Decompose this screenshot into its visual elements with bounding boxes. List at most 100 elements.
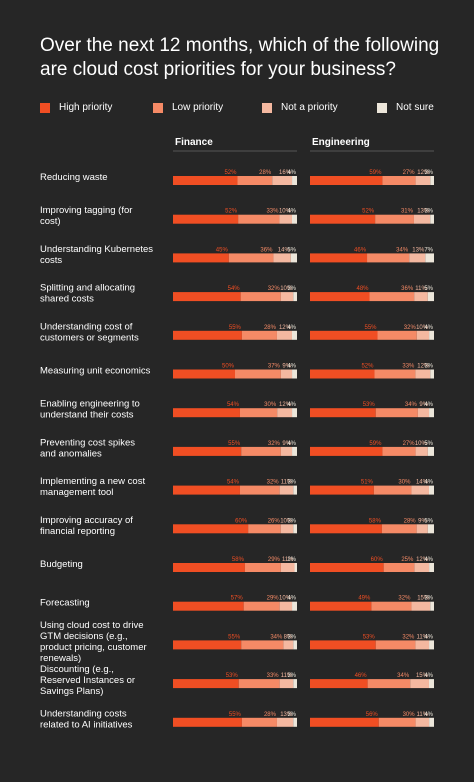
data-label-engineering: 4% — [424, 712, 433, 718]
data-label-engineering: 5% — [424, 286, 433, 292]
data-label-engineering: 9% — [418, 518, 427, 524]
data-label-finance: 2% — [287, 557, 296, 563]
data-label-finance: 9% — [282, 364, 291, 370]
bar-segment-engineering-high-priority — [310, 446, 383, 456]
data-label-engineering: 32% — [402, 634, 415, 640]
bar-segment-finance-not-sure — [292, 176, 297, 185]
bar-segment-finance-high-priority — [173, 369, 235, 379]
data-label-finance: 5% — [287, 247, 296, 253]
data-label-finance: 12% — [279, 325, 292, 331]
data-label-finance: 8% — [284, 634, 293, 640]
data-label-finance: 55% — [228, 441, 241, 447]
data-label-finance: 29% — [267, 596, 280, 602]
data-label-finance: 52% — [225, 209, 238, 215]
data-label-finance: 3% — [287, 286, 296, 292]
bar-segment-finance-not-sure — [290, 253, 297, 263]
bar-segment-finance-high-priority — [173, 214, 239, 224]
bar-segment-engineering-not-sure — [430, 214, 434, 224]
data-label-engineering: 48% — [357, 286, 370, 292]
column-header-finance: Finance — [175, 137, 213, 148]
bar-segment-finance-low-priority — [238, 679, 280, 689]
bar-segment-finance-low-priority — [241, 640, 284, 650]
bar-segment-engineering-not-a-priority — [414, 292, 428, 302]
legend-swatch-low-priority — [153, 103, 163, 113]
bar-segment-engineering-not-sure — [430, 601, 434, 611]
legend-label-not-sure: Not sure — [396, 102, 434, 113]
data-label-engineering: 51% — [361, 480, 374, 486]
bar-segment-finance-not-sure — [293, 679, 297, 689]
data-label-engineering: 4% — [424, 673, 433, 679]
data-label-finance: 10% — [279, 596, 292, 602]
bar-segment-finance-not-a-priority — [276, 330, 292, 340]
bar-segment-engineering-not-a-priority — [415, 176, 431, 185]
data-label-finance: 11% — [281, 480, 293, 486]
bar-segment-finance-low-priority — [239, 485, 280, 495]
bar-segment-finance-not-a-priority — [279, 214, 292, 224]
data-label-finance: 55% — [228, 634, 241, 640]
bar-segment-engineering-not-sure — [429, 563, 434, 572]
data-label-engineering: 4% — [424, 402, 433, 408]
bar-segment-engineering-not-a-priority — [410, 679, 429, 689]
data-label-engineering: 52% — [361, 364, 374, 370]
data-label-finance: 4% — [287, 596, 296, 602]
bar-segment-finance-low-priority — [241, 446, 281, 456]
data-label-finance: 28% — [264, 712, 277, 718]
row-label: Reducing waste — [40, 172, 108, 183]
legend: High priority Low priority Not a priorit… — [40, 102, 460, 118]
bar-segment-engineering-low-priority — [375, 214, 414, 224]
bar-segment-finance-low-priority — [237, 176, 273, 185]
data-label-engineering: 7% — [424, 247, 433, 253]
bar-segment-engineering-not-a-priority — [415, 446, 428, 456]
data-label-engineering: 49% — [358, 596, 371, 602]
data-label-engineering: 34% — [405, 402, 418, 408]
bar-segment-engineering-high-priority — [310, 640, 376, 650]
bar-segment-engineering-high-priority — [310, 601, 372, 611]
data-label-finance: 32% — [267, 480, 280, 486]
data-label-engineering: 53% — [363, 402, 376, 408]
bar-segment-finance-not-a-priority — [280, 524, 294, 534]
bar-segment-engineering-not-a-priority — [413, 214, 431, 224]
bar-segment-finance-high-priority — [173, 446, 242, 456]
bar-segment-finance-not-a-priority — [280, 563, 295, 572]
bar-segment-finance-low-priority — [248, 524, 281, 534]
data-label-finance: 10% — [280, 286, 293, 292]
data-label-finance: 57% — [231, 596, 244, 602]
bar-segment-finance-not-sure — [293, 485, 297, 495]
data-label-finance: 4% — [287, 364, 296, 370]
row-label: Splitting and allocating shared costs — [40, 283, 135, 305]
data-label-finance: 58% — [232, 557, 245, 563]
legend-label-high-priority: High priority — [59, 102, 113, 113]
data-label-engineering: 10% — [415, 441, 428, 447]
bar-segment-engineering-not-a-priority — [414, 563, 430, 572]
bar-segment-finance-not-sure — [292, 408, 297, 418]
data-label-engineering: 46% — [354, 247, 367, 253]
bar-segment-engineering-high-priority — [310, 176, 383, 185]
data-label-engineering: 33% — [402, 364, 415, 370]
bar-segment-engineering-high-priority — [310, 214, 376, 224]
data-label-finance: 60% — [235, 518, 248, 524]
data-label-finance: 4% — [287, 209, 296, 215]
row-label: Budgeting — [40, 559, 83, 570]
data-label-engineering: 53% — [363, 634, 376, 640]
data-label-finance: 11% — [281, 673, 293, 679]
data-label-finance: 36% — [260, 247, 273, 253]
bar-segment-engineering-high-priority — [310, 717, 379, 727]
data-label-finance: 28% — [264, 325, 277, 331]
data-label-engineering: 12% — [417, 170, 430, 176]
data-label-engineering: 9% — [419, 402, 428, 408]
bar-segment-finance-low-priority — [241, 717, 277, 727]
data-label-engineering: 4% — [424, 557, 433, 563]
data-label-finance: 3% — [287, 634, 296, 640]
data-label-finance: 3% — [287, 480, 296, 486]
bar-segment-engineering-low-priority — [375, 640, 416, 650]
bar-segment-engineering-high-priority — [310, 563, 384, 572]
bar-segment-finance-high-priority — [173, 524, 249, 534]
data-label-engineering: 59% — [369, 441, 382, 447]
bar-segment-finance-not-sure — [291, 214, 297, 224]
bar-segment-finance-not-sure — [291, 330, 297, 340]
bar-segment-engineering-not-a-priority — [415, 717, 430, 727]
data-label-engineering: 12% — [416, 557, 429, 563]
bar-segment-engineering-not-sure — [427, 292, 434, 302]
data-label-engineering: 27% — [403, 441, 416, 447]
